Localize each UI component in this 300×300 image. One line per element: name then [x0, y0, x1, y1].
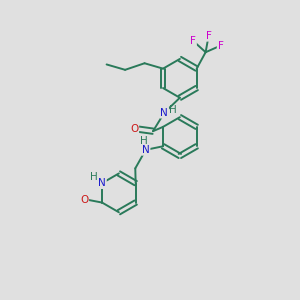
Text: N: N — [142, 145, 150, 155]
Text: O: O — [80, 195, 88, 205]
Text: F: F — [190, 36, 196, 46]
Text: H: H — [90, 172, 98, 182]
Text: N: N — [160, 108, 168, 118]
Text: F: F — [206, 31, 211, 41]
Text: O: O — [130, 124, 138, 134]
Text: H: H — [140, 136, 148, 146]
Text: H: H — [169, 105, 177, 115]
Text: N: N — [98, 178, 106, 188]
Text: F: F — [218, 40, 224, 51]
